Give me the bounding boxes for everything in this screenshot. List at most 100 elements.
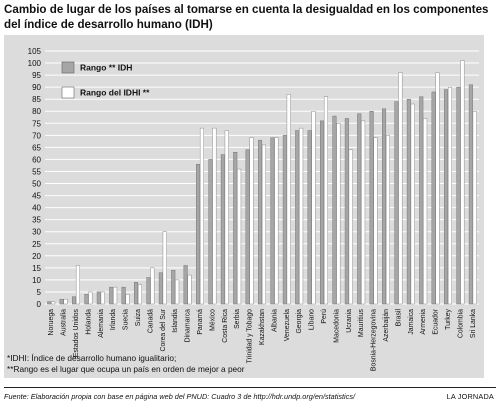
x-tick-label: Mauritius [358,308,365,337]
bar-idhi [150,267,155,305]
y-tick-label: 10 [32,276,41,285]
bar-idh [456,86,461,305]
x-tick-label: Alemania [98,309,105,338]
x-tick-label: Perú [321,309,328,324]
x-tick-label: Sri Lanka [470,309,477,338]
bar-idhi [75,265,80,305]
bar-idh [233,151,238,305]
footer-rule [4,387,496,388]
x-tick-label: Dinamarca [185,309,192,342]
x-tick-label: Kazakhstan [259,309,266,345]
bar-idh [406,98,411,305]
x-tick-label: Corea del Sur [160,308,167,351]
x-tick-label: Panamá [197,309,204,335]
x-tick-label: Azerbaiján [383,309,390,342]
x-tick-label: Serbia [234,309,241,329]
y-tick-label: 90 [32,83,41,92]
x-tick-label: Armenia [420,309,427,335]
bar-idh [146,277,151,305]
bar-idhi [373,137,378,305]
x-tick-label: Turkey [445,308,452,329]
y-tick-label: 60 [32,155,41,164]
y-tick-label: 70 [32,131,41,140]
x-axis-labels: Noruega Australia Estados Unidos Holanda Ale… [48,308,477,371]
bar-idhi [199,127,204,305]
y-tick-label: 50 [32,180,41,189]
bar-idh [72,296,77,305]
bar-idhi [187,274,192,305]
chart-title-line2: del índice de desarrollo humano (IDH) [4,18,213,31]
legend: Rango ** IDH Rango del IDHI ** [61,61,150,99]
y-tick-label: 55 [32,167,41,176]
source-note: Fuente: Elaboración propia con base en p… [4,392,356,401]
bar-idh [196,164,201,305]
bar-idhi [100,291,105,305]
bar-idh [431,91,436,305]
bar-idh [382,108,387,305]
bar-idhi [472,111,477,305]
bar-idhi [423,118,428,305]
bar-idh [344,118,349,305]
footnote-line: **Rango es el lugar que ocupa un país en… [7,364,245,374]
x-tick-label: Irlanda [110,309,117,330]
bar-idh [171,270,176,305]
bar-idhi [410,103,415,305]
bar-idh [84,294,89,305]
bar-idh [208,159,213,305]
legend-idh-label: Rango ** IDH [80,63,132,73]
y-tick-label: 15 [32,264,41,273]
y-tick-label: 25 [32,240,41,249]
y-tick-label: 65 [32,143,41,152]
y-tick-label: 20 [32,252,41,261]
bar-idhi [460,60,465,305]
bar-idhi [311,111,316,305]
bar-idh [444,89,449,305]
chart-title: Cambio de lugar de los países al tomarse… [4,2,496,32]
x-tick-label: Canadá [147,309,154,333]
bar-idh [258,139,263,305]
y-tick-label: 75 [32,119,41,128]
x-tick-label: Estados Unidos [73,308,80,357]
bar-idh [134,282,139,305]
bar-idh [109,286,114,305]
bar-idh [307,130,312,305]
bar-idhi [212,127,217,305]
bar-idh [369,111,374,305]
x-tick-label: Islandia [172,309,179,333]
x-tick-label: Jamaica [408,309,415,335]
y-tick-label: 5 [37,288,42,297]
bar-idh [121,286,126,305]
bar-idhi [299,127,304,305]
bar-idh [183,265,188,305]
bar-idh [468,84,473,305]
x-tick-label: Ecuador [433,308,440,334]
bar-idhi [51,301,56,305]
bar-idhi [323,96,328,305]
x-tick-label: Georgia [296,309,303,334]
bar-idhi [88,291,93,305]
x-tick-label: Venezuela [284,309,291,341]
y-tick-label: 85 [32,95,41,104]
x-tick-label: Brasil [395,309,402,327]
x-tick-label: México [209,309,216,331]
brand-label: LA JORNADA [446,392,494,401]
footnote-line: *IDHI: Índice de desarrollo humano igual… [7,353,176,363]
bar-idhi [125,294,130,305]
x-tick-label: Noruega [48,309,55,336]
bar-idhi [348,149,353,305]
bar-idh [158,272,163,305]
bar-idhi [274,137,279,305]
bar-idhi [249,137,254,305]
chart-title-line1: Cambio de lugar de los países al tomarse… [4,3,489,16]
y-tick-label: 95 [32,71,41,80]
x-tick-label: Albania [271,309,278,332]
bar-idhi [175,279,180,305]
bar-idh [394,101,399,305]
bar-idh [220,154,225,305]
bar-idhi [336,123,341,305]
bar-idhi [63,298,68,305]
bar-idhi [237,168,242,305]
bar-idhi [435,72,440,305]
y-tick-label: 100 [28,59,42,68]
